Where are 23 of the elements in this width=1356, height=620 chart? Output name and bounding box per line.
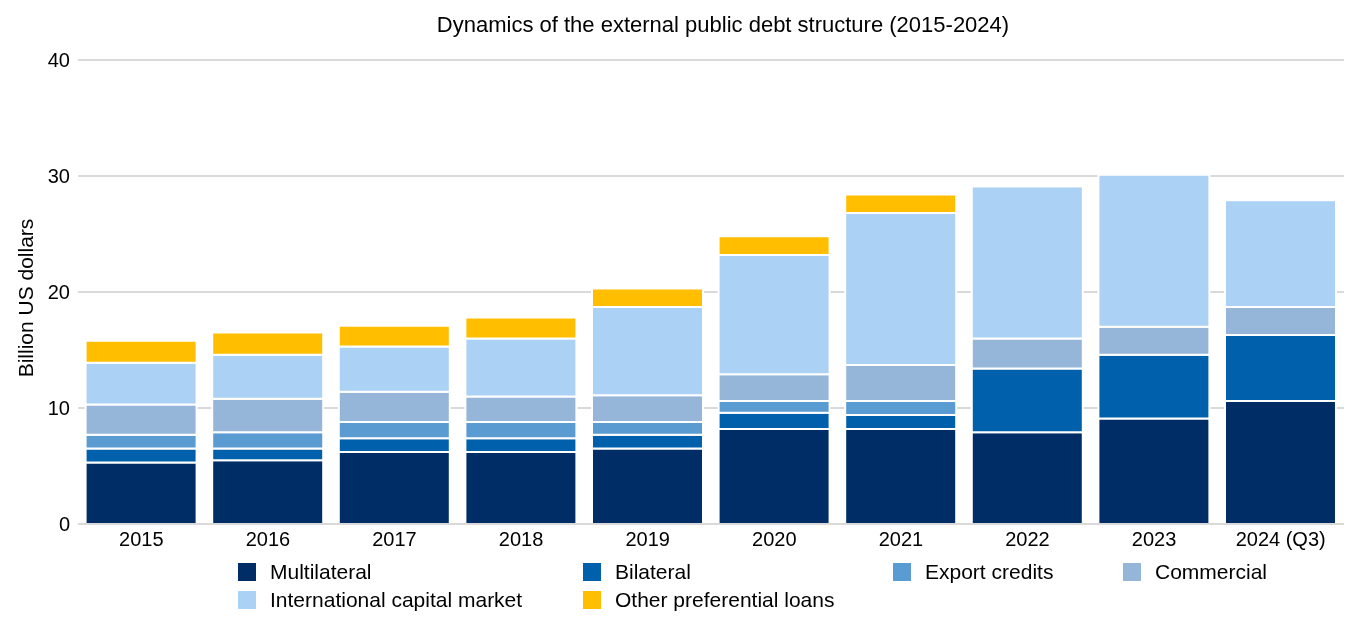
x-tick-label: 2019	[625, 528, 670, 551]
legend-label: Bilateral	[615, 560, 691, 584]
legend-label: Export credits	[925, 560, 1054, 584]
x-tick-label: 2022	[1005, 528, 1050, 551]
chart-title: Dynamics of the external public debt structure (2015-2024)	[435, 12, 1011, 38]
y-tick-label: 0	[58, 513, 70, 536]
y-axis-title: Billion US dollars	[14, 218, 38, 378]
x-tick-label: 2023	[1131, 528, 1177, 551]
y-tick-label: 20	[47, 281, 70, 304]
x-tick-label: 2017	[372, 528, 417, 551]
y-tick-label: 30	[47, 165, 70, 188]
y-tick-label: 10	[47, 397, 70, 420]
legend-label: International capital market	[270, 588, 523, 612]
x-tick-label: 2020	[752, 528, 797, 551]
legend-label: Other preferential loans	[615, 588, 835, 612]
x-tick-label: 2018	[498, 528, 544, 551]
legend-label: Commercial	[1155, 560, 1268, 584]
x-tick-label: 2016	[245, 528, 291, 551]
legend-label: Multilateral	[270, 560, 372, 584]
x-tick-label: 2024 (Q3)	[1235, 528, 1326, 551]
x-tick-label: 2015	[119, 528, 164, 551]
x-tick-label: 2021	[878, 528, 924, 551]
y-tick-label: 40	[47, 49, 70, 72]
